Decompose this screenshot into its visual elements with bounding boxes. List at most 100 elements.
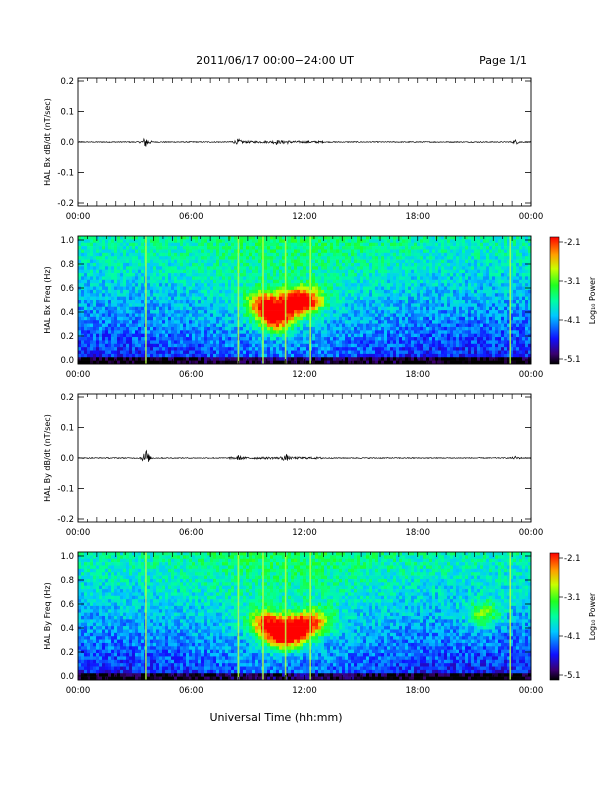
spectrogram-cell xyxy=(504,262,508,267)
spectrogram-cell xyxy=(369,256,373,260)
spectrogram-cell xyxy=(294,340,298,345)
spectrogram-cell xyxy=(171,279,175,284)
spectrogram-cell xyxy=(120,303,124,308)
spectrogram-cell xyxy=(513,252,517,257)
spectrogram-cell xyxy=(141,300,145,304)
spectrogram-cell xyxy=(504,296,508,301)
spectrogram-cell xyxy=(117,316,121,321)
spectrogram-cell xyxy=(183,296,187,301)
spectrogram-cell xyxy=(180,252,184,257)
spectrogram-cell xyxy=(297,313,301,318)
spectrogram-cell xyxy=(429,239,433,244)
spectrogram-cell xyxy=(186,236,190,240)
spectrogram-cell xyxy=(186,252,190,257)
spectrogram-cell xyxy=(231,283,235,287)
spectrogram-cell xyxy=(252,286,256,291)
spectrogram-cell xyxy=(135,276,139,281)
spectrogram-cell xyxy=(504,256,508,260)
spectrogram-cell xyxy=(501,316,505,321)
spectrogram-cell xyxy=(444,316,448,321)
spectrogram-cell xyxy=(519,279,523,284)
spectrogram-cell xyxy=(96,296,100,301)
spectrogram-cell xyxy=(204,323,208,328)
spectrogram-cell xyxy=(120,273,124,277)
spectrogram-cell xyxy=(135,333,139,338)
spectrogram-cell xyxy=(357,256,361,260)
spectrogram-cell xyxy=(102,337,106,341)
spectrogram-cell xyxy=(183,249,187,254)
spectrogram-cell xyxy=(477,313,481,318)
spectrogram-cell xyxy=(462,330,466,334)
spectrogram-cell xyxy=(456,286,460,291)
spectrogram-cell xyxy=(387,310,391,314)
spectrogram-cell xyxy=(162,239,166,244)
spectrogram-cell xyxy=(339,266,343,270)
spectrogram-cell xyxy=(483,326,487,331)
spectrogram-cell xyxy=(360,289,364,294)
spectrogram-cell xyxy=(456,289,460,294)
spectrogram-cell xyxy=(447,333,451,338)
spectrogram-cell xyxy=(351,296,355,301)
spectrogram-cell xyxy=(378,293,382,297)
spectrogram-cell xyxy=(318,289,322,294)
spectrogram-cell xyxy=(369,293,373,297)
spectrogram-cell xyxy=(123,306,127,311)
spectrogram-cell xyxy=(366,313,370,318)
spectrogram-cell xyxy=(354,303,358,308)
spectrogram-cell xyxy=(378,323,382,328)
spectrogram-cell xyxy=(252,283,256,287)
spectrogram-cell xyxy=(435,262,439,267)
spectrogram-cell xyxy=(426,323,430,328)
spectrogram-cell xyxy=(378,300,382,304)
spectrogram-cell xyxy=(525,300,529,304)
spectrogram-cell xyxy=(525,242,529,247)
spectrogram-cell xyxy=(306,333,310,338)
spectrogram-cell xyxy=(117,252,121,257)
spectrogram-cell xyxy=(177,306,181,311)
spectrogram-cell xyxy=(432,286,436,291)
spectrogram-cell xyxy=(525,330,529,334)
spectrogram-cell xyxy=(174,236,178,240)
spectrogram-cell xyxy=(453,269,457,274)
spectrogram-cell xyxy=(384,300,388,304)
spectrogram-cell xyxy=(411,337,415,341)
spectrogram-cell xyxy=(381,340,385,345)
spectrogram-cell xyxy=(87,256,91,260)
spectrogram-cell xyxy=(498,293,502,297)
spectrogram-cell xyxy=(525,262,529,267)
spectrogram-cell xyxy=(339,330,343,334)
spectrogram-cell xyxy=(252,273,256,277)
spectrogram-cell xyxy=(432,303,436,308)
spectrogram-cell xyxy=(336,310,340,314)
spectrogram-cell xyxy=(375,246,379,250)
spectrogram-cell xyxy=(192,300,196,304)
spectrogram-cell xyxy=(276,300,280,304)
spectrogram-cell xyxy=(414,289,418,294)
spectrogram-cell xyxy=(354,239,358,244)
spectrogram-cell xyxy=(366,330,370,334)
spectrogram-cell xyxy=(294,259,298,264)
spectrogram-cell xyxy=(189,300,193,304)
spectrogram-cell xyxy=(153,300,157,304)
spectrogram-cell xyxy=(159,249,163,254)
spectrogram-cell xyxy=(516,269,520,274)
spectrogram-cell xyxy=(84,323,88,328)
spectrogram-cell xyxy=(231,293,235,297)
spectrogram-cell xyxy=(288,256,292,260)
spectrogram-cell xyxy=(423,320,427,324)
spectrogram-cell xyxy=(468,273,472,277)
spectrogram-cell xyxy=(99,293,103,297)
spectrogram-cell xyxy=(222,330,226,334)
spectrogram-cell xyxy=(507,330,511,334)
spectrogram-cell xyxy=(99,269,103,274)
spectrogram-cell xyxy=(210,316,214,321)
spectrogram-cell xyxy=(183,273,187,277)
spectrogram-cell xyxy=(471,236,475,240)
spectrogram-cell xyxy=(153,283,157,287)
spectrogram-cell xyxy=(327,303,331,308)
spectrogram-cell xyxy=(252,330,256,334)
spectrogram-cell xyxy=(93,249,97,254)
spectrogram-cell xyxy=(522,316,526,321)
spectrogram-cell xyxy=(345,293,349,297)
spectrogram-cell xyxy=(174,256,178,260)
